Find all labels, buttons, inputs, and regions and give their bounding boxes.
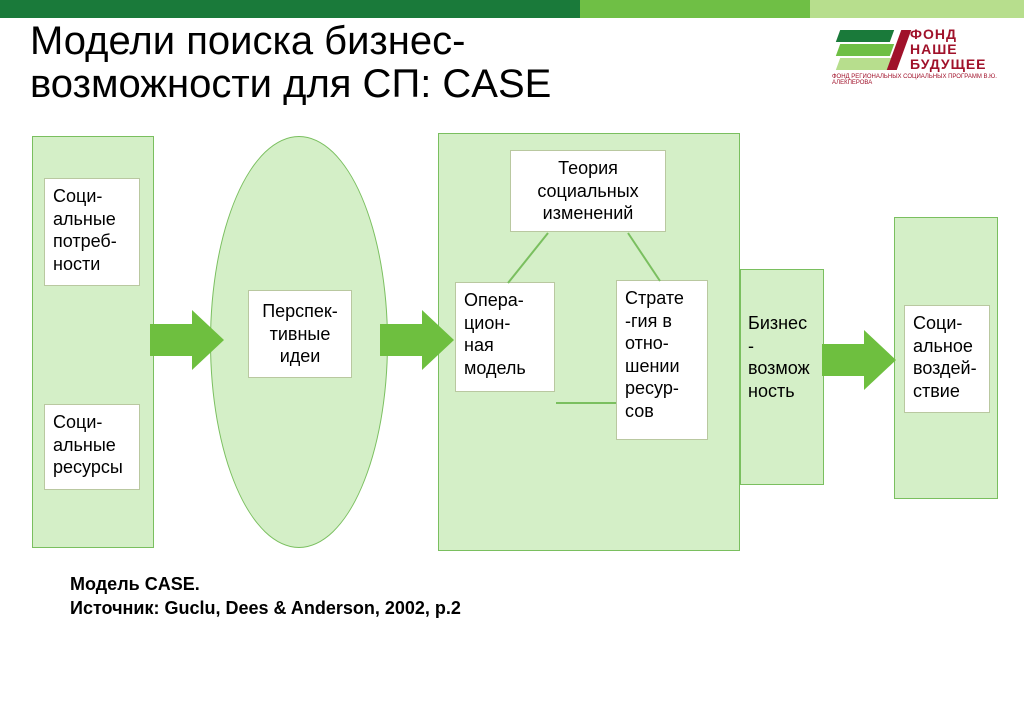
top-bar: [0, 0, 1024, 18]
logo: ФОНД НАШЕ БУДУЩЕЕ ФОНД РЕГИОНАЛЬНЫХ СОЦИ…: [832, 26, 1012, 98]
box-ideas: Перспек- тивные идеи: [248, 290, 352, 378]
label-social-resources: Соци- альные ресурсы: [53, 411, 123, 479]
label-biz-opportunity: Бизнес - возмож ность: [748, 312, 822, 402]
topbar-seg-dark: [0, 0, 580, 18]
label-social-impact: Соци- альное воздей- ствие: [913, 312, 977, 402]
logo-bar-2: [836, 44, 894, 56]
topbar-seg-light: [810, 0, 1024, 18]
arrow-3: [822, 330, 896, 390]
box-social-impact: Соци- альное воздей- ствие: [904, 305, 990, 413]
logo-bar-1: [836, 30, 894, 42]
logo-text-3: БУДУЩЕЕ: [910, 56, 987, 72]
arrow-1: [150, 310, 224, 370]
logo-text-2: НАШЕ: [910, 41, 958, 57]
logo-subtext: ФОНД РЕГИОНАЛЬНЫХ СОЦИАЛЬНЫХ ПРОГРАММ В.…: [832, 74, 1012, 86]
logo-bar-3: [836, 58, 894, 70]
logo-text-1: ФОНД: [910, 26, 957, 42]
box-social-needs: Соци- альные потреб- ности: [44, 178, 140, 286]
page-title: Модели поиска бизнес- возможности для СП…: [30, 20, 551, 106]
label-social-needs: Соци- альные потреб- ности: [53, 185, 117, 275]
box-social-resources: Соци- альные ресурсы: [44, 404, 140, 490]
connector-lines: [438, 133, 740, 551]
caption: Модель CASE. Источник: Guclu, Dees & And…: [70, 572, 461, 621]
label-ideas: Перспек- тивные идеи: [262, 300, 338, 368]
topbar-seg-mid: [580, 0, 810, 18]
